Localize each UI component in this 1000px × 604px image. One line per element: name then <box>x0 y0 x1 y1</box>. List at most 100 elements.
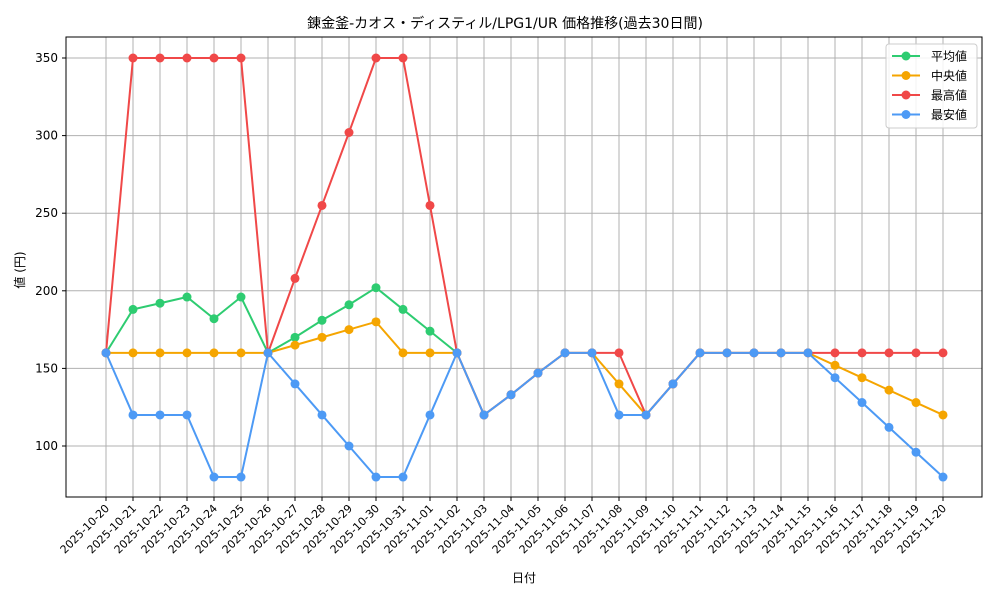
data-point <box>317 315 327 325</box>
data-point <box>371 317 381 327</box>
data-point <box>101 348 111 358</box>
series-平均値 <box>101 283 462 358</box>
data-point <box>425 326 435 336</box>
data-point <box>425 200 435 210</box>
data-point <box>344 325 354 335</box>
plot-frame <box>65 36 983 498</box>
data-point <box>749 348 759 358</box>
legend-label: 最高値 <box>931 88 967 103</box>
legend-label: 中央値 <box>931 68 967 83</box>
legend-label: 最安値 <box>931 107 967 122</box>
data-point <box>128 53 138 63</box>
data-point <box>560 348 570 358</box>
y-tick-label: 300 <box>35 129 58 143</box>
chart-title: 錬金釜-カオス・ディスティル/LPG1/UR 価格推移(過去30日間) <box>307 15 703 32</box>
data-point <box>371 53 381 63</box>
y-tick-label: 350 <box>35 51 58 65</box>
data-point <box>371 472 381 482</box>
x-axis-ticks: 2025-10-202025-10-212025-10-222025-10-23… <box>58 497 949 556</box>
data-point <box>236 348 246 358</box>
data-point <box>857 348 867 358</box>
data-point <box>695 348 705 358</box>
data-point <box>155 348 165 358</box>
legend-item: 平均値 <box>892 49 967 64</box>
data-point <box>884 422 894 432</box>
data-point <box>236 472 246 482</box>
data-point <box>209 472 219 482</box>
data-point <box>290 340 300 350</box>
data-point <box>209 53 219 63</box>
data-point <box>290 332 300 342</box>
data-point <box>803 348 813 358</box>
data-point <box>911 348 921 358</box>
y-tick-label: 100 <box>35 439 58 453</box>
data-point <box>344 300 354 310</box>
data-point <box>290 273 300 283</box>
data-point <box>344 441 354 451</box>
data-point <box>209 314 219 324</box>
data-point <box>884 385 894 395</box>
data-point <box>776 348 786 358</box>
data-point <box>533 368 543 378</box>
data-point <box>155 298 165 308</box>
data-point <box>263 348 273 358</box>
data-point <box>641 410 651 420</box>
data-point <box>182 292 192 302</box>
data-point <box>938 472 948 482</box>
y-axis-label: 値 (円) <box>12 251 27 288</box>
data-point <box>182 348 192 358</box>
data-point <box>938 410 948 420</box>
data-point <box>479 410 489 420</box>
data-point <box>236 292 246 302</box>
legend-item: 中央値 <box>892 68 967 83</box>
data-point <box>182 53 192 63</box>
data-point <box>317 332 327 342</box>
data-point <box>317 410 327 420</box>
series-最安値 <box>101 348 948 482</box>
data-point <box>398 53 408 63</box>
legend-item: 最高値 <box>892 88 967 103</box>
legend-label: 平均値 <box>931 49 967 64</box>
data-point <box>128 304 138 314</box>
data-point <box>614 379 624 389</box>
data-point <box>830 373 840 383</box>
data-point <box>398 348 408 358</box>
data-point <box>209 348 219 358</box>
legend-item: 最安値 <box>892 107 967 122</box>
data-point <box>344 127 354 137</box>
y-tick-label: 150 <box>35 361 58 375</box>
data-point <box>614 410 624 420</box>
data-point <box>830 348 840 358</box>
data-point <box>722 348 732 358</box>
data-point <box>155 410 165 420</box>
data-point <box>587 348 597 358</box>
data-point <box>938 348 948 358</box>
y-axis-ticks: 100 150 200 250 300 350 <box>35 51 66 453</box>
data-point <box>911 398 921 408</box>
data-point <box>614 348 624 358</box>
data-point <box>317 200 327 210</box>
data-point <box>182 410 192 420</box>
series-lines <box>101 53 948 482</box>
data-point <box>884 348 894 358</box>
data-point <box>911 447 921 457</box>
data-point <box>236 53 246 63</box>
data-point <box>452 348 462 358</box>
data-point <box>668 379 678 389</box>
data-point <box>290 379 300 389</box>
x-axis-label: 日付 <box>512 571 536 585</box>
data-point <box>398 304 408 314</box>
data-point <box>371 283 381 293</box>
grid-lines <box>66 37 982 497</box>
data-point <box>857 398 867 408</box>
y-tick-label: 250 <box>35 206 58 220</box>
data-point <box>830 360 840 370</box>
y-tick-label: 200 <box>35 284 58 298</box>
data-point <box>425 410 435 420</box>
data-point <box>128 348 138 358</box>
data-point <box>857 373 867 383</box>
data-point <box>128 410 138 420</box>
